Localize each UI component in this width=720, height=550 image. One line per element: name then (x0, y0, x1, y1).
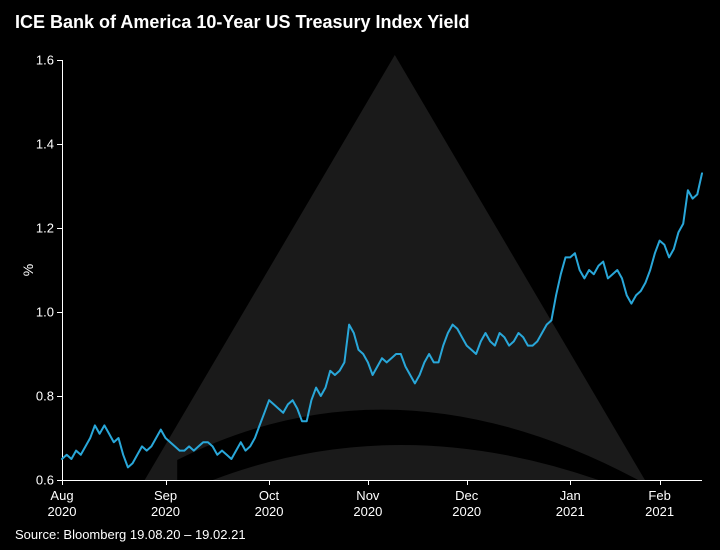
y-tick-label: 1.4 (24, 137, 54, 152)
x-tick-label: Sep2020 (151, 488, 180, 519)
x-tick-label: Oct2020 (255, 488, 284, 519)
source-text: Source: Bloomberg 19.08.20 – 19.02.21 (15, 527, 246, 542)
x-tick-label: Feb2021 (645, 488, 674, 519)
y-tick-label: 1.2 (24, 221, 54, 236)
line-series (62, 50, 702, 480)
x-tick-label: Dec2020 (452, 488, 481, 519)
y-tick-label: 0.6 (24, 473, 54, 488)
x-tick-label: Jan2021 (556, 488, 585, 519)
y-tick-mark (57, 228, 62, 229)
x-tick-mark (368, 480, 369, 485)
y-tick-mark (57, 312, 62, 313)
chart-title: ICE Bank of America 10-Year US Treasury … (15, 12, 470, 33)
y-axis-label: % (20, 264, 36, 276)
y-tick-label: 0.8 (24, 389, 54, 404)
y-tick-mark (57, 396, 62, 397)
y-tick-label: 1.0 (24, 305, 54, 320)
chart-plot-area: 0.60.81.01.21.41.6Aug2020Sep2020Oct2020N… (62, 50, 702, 480)
x-tick-mark (166, 480, 167, 485)
x-tick-mark (660, 480, 661, 485)
x-tick-label: Nov2020 (353, 488, 382, 519)
y-tick-mark (57, 144, 62, 145)
x-tick-label: Aug2020 (48, 488, 77, 519)
x-tick-mark (570, 480, 571, 485)
x-tick-mark (62, 480, 63, 485)
chart-page: ICE Bank of America 10-Year US Treasury … (0, 0, 720, 550)
y-tick-mark (57, 60, 62, 61)
x-tick-mark (269, 480, 270, 485)
y-tick-label: 1.6 (24, 53, 54, 68)
x-axis-line (62, 480, 702, 481)
x-tick-mark (467, 480, 468, 485)
